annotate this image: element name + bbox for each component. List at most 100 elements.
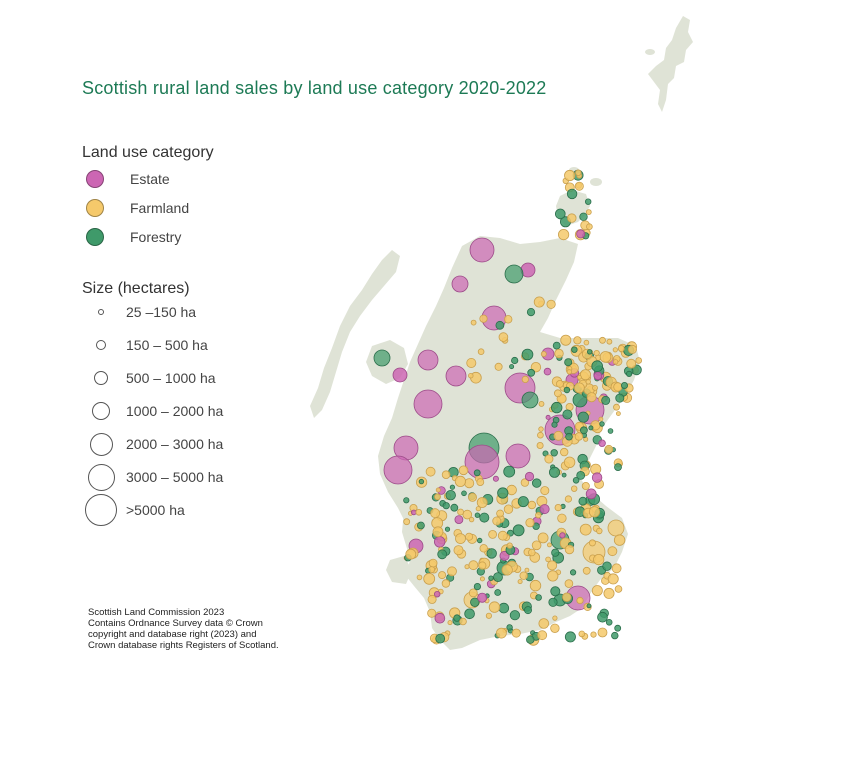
small-sale-marker xyxy=(579,523,592,536)
small-sale-marker xyxy=(586,223,593,231)
small-sale-marker xyxy=(598,416,604,422)
size-legend-item-3: 500 – 1000 ha xyxy=(84,363,216,393)
small-sale-marker xyxy=(488,575,494,581)
small-sale-marker xyxy=(591,472,603,483)
small-sale-marker xyxy=(449,484,455,490)
small-sale-marker xyxy=(473,582,481,591)
small-sale-marker xyxy=(567,213,577,223)
small-sale-marker xyxy=(565,432,573,441)
small-sale-marker xyxy=(535,594,542,601)
small-sale-marker xyxy=(547,570,559,582)
small-sale-marker xyxy=(561,472,567,478)
small-sale-marker xyxy=(477,348,485,356)
farmland-circle-icon xyxy=(86,199,104,217)
credit-line: Contains Ordnance Survey data © Crown xyxy=(88,618,263,629)
size-legend-item-7: >5000 ha xyxy=(84,494,185,526)
legend-label-forestry: Forestry xyxy=(130,229,182,245)
small-sale-marker xyxy=(550,449,558,457)
small-sale-marker xyxy=(621,381,629,389)
small-sale-marker xyxy=(530,362,542,373)
large-sale-marker xyxy=(521,391,539,409)
small-sale-marker xyxy=(442,502,450,510)
category-legend-heading: Land use category xyxy=(82,144,214,161)
small-sale-marker xyxy=(459,617,467,626)
size-circle-icon xyxy=(94,371,108,385)
small-sale-marker xyxy=(477,537,483,544)
small-sale-marker xyxy=(564,495,573,503)
small-sale-marker xyxy=(415,508,423,516)
size-legend-item-6: 3000 – 5000 ha xyxy=(84,462,223,492)
small-sale-marker xyxy=(611,631,619,640)
size-legend-item-4: 1000 – 2000 ha xyxy=(84,396,223,426)
small-sale-marker xyxy=(612,347,618,353)
map-credits: Scottish Land Commission 2023 Contains O… xyxy=(88,607,308,651)
small-sale-marker xyxy=(468,373,474,379)
small-sale-marker xyxy=(441,470,451,480)
small-sale-marker xyxy=(470,597,480,608)
size-legend-label: 150 – 500 ha xyxy=(126,337,208,353)
small-sale-marker xyxy=(554,208,566,220)
small-sale-marker xyxy=(576,229,586,239)
small-sale-marker xyxy=(499,550,510,561)
size-legend-label: 25 –150 ha xyxy=(126,304,197,320)
small-sale-marker xyxy=(511,628,521,638)
small-sale-marker xyxy=(607,428,614,434)
small-sale-marker xyxy=(562,592,572,602)
small-sale-marker xyxy=(564,544,575,555)
small-sale-marker xyxy=(526,307,536,317)
small-sale-marker xyxy=(576,596,584,605)
small-sale-marker xyxy=(453,545,464,556)
small-sale-marker xyxy=(428,566,436,573)
small-sale-marker xyxy=(454,475,466,487)
small-sale-marker xyxy=(535,512,542,519)
small-sale-marker xyxy=(562,409,573,420)
shetland-islet xyxy=(645,49,655,55)
small-sale-marker xyxy=(416,574,423,581)
small-sale-marker xyxy=(588,539,596,547)
size-circle-icon xyxy=(96,340,106,350)
small-sale-marker xyxy=(538,618,550,629)
small-sale-marker xyxy=(537,532,549,544)
small-sale-marker xyxy=(551,401,563,414)
forestry-circle-icon xyxy=(86,228,104,246)
small-sale-marker xyxy=(494,362,503,371)
small-sale-marker xyxy=(588,506,601,518)
small-sale-marker xyxy=(585,209,592,216)
small-sale-marker xyxy=(524,471,535,482)
small-sale-marker xyxy=(552,615,558,621)
small-sale-marker xyxy=(479,512,490,523)
small-sale-marker xyxy=(588,425,594,431)
small-sale-marker xyxy=(607,546,618,557)
small-sale-marker xyxy=(529,579,542,592)
small-sale-marker xyxy=(526,635,535,644)
small-sale-marker xyxy=(617,345,625,352)
small-sale-marker xyxy=(532,478,542,488)
small-sale-marker xyxy=(566,188,578,200)
small-sale-marker xyxy=(492,475,499,482)
small-sale-marker xyxy=(403,518,411,526)
small-sale-marker xyxy=(612,359,619,365)
large-sale-marker xyxy=(504,264,524,284)
small-sale-marker xyxy=(563,386,571,394)
small-sale-marker xyxy=(602,561,612,571)
small-sale-marker xyxy=(450,503,459,512)
large-sale-marker xyxy=(373,349,391,367)
legend-item-farmland: Farmland xyxy=(86,196,189,220)
small-sale-marker xyxy=(606,338,613,345)
small-sale-marker xyxy=(461,490,467,497)
small-sale-marker xyxy=(575,169,582,176)
small-sale-marker xyxy=(613,382,623,392)
small-sale-marker xyxy=(585,488,597,500)
small-sale-marker xyxy=(506,542,513,549)
small-sale-marker xyxy=(428,558,438,568)
small-sale-marker xyxy=(616,411,621,417)
small-sale-marker xyxy=(601,395,611,405)
small-sale-marker xyxy=(520,478,530,487)
small-sale-marker xyxy=(479,314,488,323)
small-sale-marker xyxy=(444,526,451,532)
small-sale-marker xyxy=(597,611,608,623)
small-sale-marker xyxy=(545,556,551,563)
small-sale-marker xyxy=(447,566,457,577)
small-sale-marker xyxy=(453,614,461,622)
